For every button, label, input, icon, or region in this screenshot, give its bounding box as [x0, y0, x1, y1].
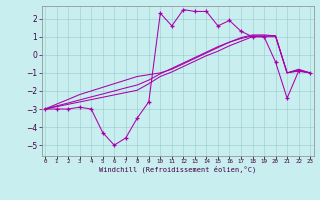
X-axis label: Windchill (Refroidissement éolien,°C): Windchill (Refroidissement éolien,°C) — [99, 166, 256, 173]
